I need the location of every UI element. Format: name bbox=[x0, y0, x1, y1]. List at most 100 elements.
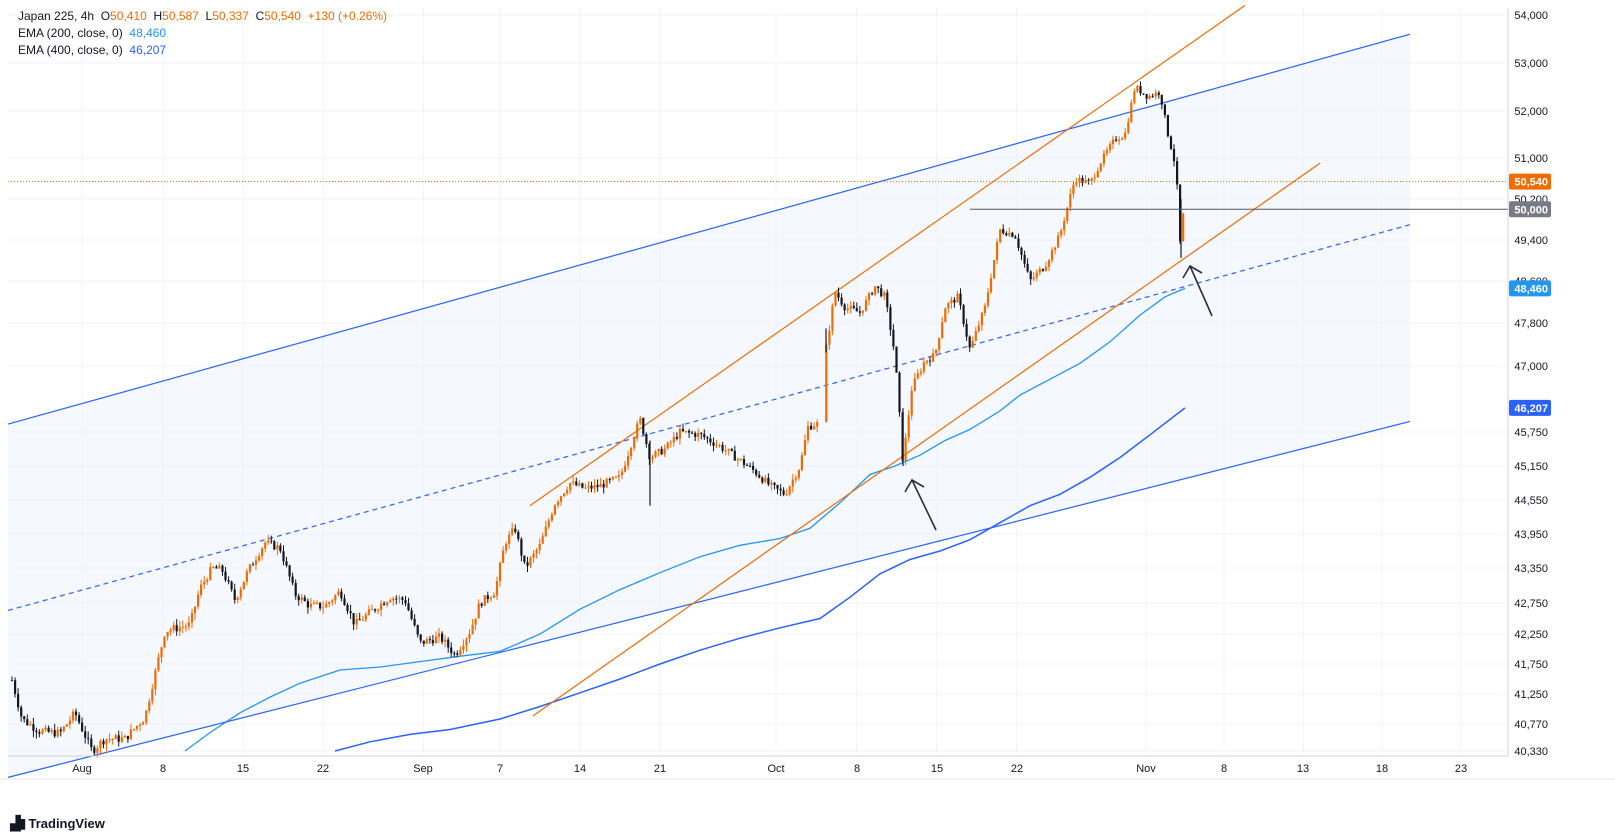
candle-body[interactable] bbox=[523, 555, 526, 563]
candle-body[interactable] bbox=[1069, 194, 1072, 208]
annotation-arrows[interactable] bbox=[904, 264, 1213, 531]
candle-body[interactable] bbox=[447, 639, 450, 648]
candle-body[interactable] bbox=[1166, 115, 1169, 137]
candle-body[interactable] bbox=[602, 483, 605, 488]
candle-body[interactable] bbox=[712, 442, 715, 446]
candle-body[interactable] bbox=[630, 448, 633, 457]
candle-body[interactable] bbox=[941, 322, 944, 338]
candle-body[interactable] bbox=[678, 428, 681, 439]
candle-body[interactable] bbox=[803, 440, 807, 456]
candle-body[interactable] bbox=[736, 459, 739, 461]
candle-body[interactable] bbox=[56, 729, 59, 737]
candle-body[interactable] bbox=[209, 567, 212, 580]
candle-body[interactable] bbox=[883, 292, 886, 297]
candle-body[interactable] bbox=[477, 603, 480, 619]
candle-body[interactable] bbox=[450, 647, 453, 654]
candle-body[interactable] bbox=[193, 606, 197, 614]
candle-body[interactable] bbox=[779, 488, 782, 491]
candle-body[interactable] bbox=[148, 701, 151, 711]
candle-body[interactable] bbox=[1038, 269, 1041, 273]
candle-body[interactable] bbox=[1182, 213, 1185, 242]
candle-body[interactable] bbox=[529, 557, 532, 566]
candle-body[interactable] bbox=[688, 430, 691, 433]
candle-body[interactable] bbox=[1078, 177, 1081, 183]
candle-body[interactable] bbox=[154, 670, 157, 690]
candle-body[interactable] bbox=[1108, 144, 1112, 151]
candle-body[interactable] bbox=[282, 551, 285, 562]
candle-body[interactable] bbox=[90, 738, 93, 748]
candle-body[interactable] bbox=[559, 496, 563, 502]
candle-body[interactable] bbox=[590, 485, 593, 489]
candle-body[interactable] bbox=[151, 689, 154, 702]
candle-body[interactable] bbox=[459, 649, 462, 655]
candle-body[interactable] bbox=[517, 531, 520, 540]
candle-body[interactable] bbox=[17, 693, 20, 708]
candle-body[interactable] bbox=[142, 722, 145, 725]
candle-body[interactable] bbox=[465, 638, 468, 646]
candle-body[interactable] bbox=[614, 476, 617, 478]
candle-body[interactable] bbox=[1172, 149, 1176, 162]
candles[interactable] bbox=[10, 81, 1185, 758]
candle-body[interactable] bbox=[858, 311, 861, 313]
candle-body[interactable] bbox=[935, 349, 938, 354]
candle-body[interactable] bbox=[279, 545, 282, 552]
candle-body[interactable] bbox=[532, 553, 535, 558]
candle-body[interactable] bbox=[538, 543, 541, 550]
candle-body[interactable] bbox=[971, 340, 974, 348]
candle-body[interactable] bbox=[102, 741, 105, 745]
candle-body[interactable] bbox=[880, 288, 883, 297]
candle-body[interactable] bbox=[175, 625, 178, 632]
candle-body[interactable] bbox=[977, 325, 980, 332]
ema400-row[interactable]: EMA (400, close, 0) 46,207 bbox=[18, 42, 387, 59]
candle-body[interactable] bbox=[29, 724, 32, 726]
candle-body[interactable] bbox=[831, 305, 834, 331]
candle-body[interactable] bbox=[361, 619, 364, 621]
candle-body[interactable] bbox=[1066, 207, 1069, 222]
candle-body[interactable] bbox=[563, 493, 566, 497]
candle-body[interactable] bbox=[245, 571, 248, 582]
candle-body[interactable] bbox=[306, 601, 309, 608]
candle-body[interactable] bbox=[895, 346, 898, 373]
candle-body[interactable] bbox=[608, 479, 611, 481]
candle-body[interactable] bbox=[184, 626, 187, 628]
candle-body[interactable] bbox=[428, 639, 431, 641]
candle-body[interactable] bbox=[264, 542, 267, 549]
candle-body[interactable] bbox=[1047, 260, 1051, 267]
candle-body[interactable] bbox=[1090, 178, 1093, 181]
candle-body[interactable] bbox=[1130, 102, 1133, 123]
candle-body[interactable] bbox=[675, 436, 678, 439]
candle-body[interactable] bbox=[797, 470, 800, 478]
candle-body[interactable] bbox=[355, 619, 358, 625]
candle-body[interactable] bbox=[492, 595, 495, 598]
candle-body[interactable] bbox=[813, 426, 816, 430]
candle-body[interactable] bbox=[877, 286, 880, 289]
candle-body[interactable] bbox=[745, 465, 749, 466]
candle-body[interactable] bbox=[288, 565, 291, 577]
candle-body[interactable] bbox=[349, 611, 352, 614]
candle-body[interactable] bbox=[1124, 132, 1127, 139]
candle-body[interactable] bbox=[651, 457, 654, 460]
candle-body[interactable] bbox=[947, 303, 950, 309]
candle-body[interactable] bbox=[87, 737, 90, 739]
candle-body[interactable] bbox=[1118, 139, 1121, 141]
candle-body[interactable] bbox=[764, 477, 767, 483]
candle-body[interactable] bbox=[364, 614, 367, 620]
candle-body[interactable] bbox=[794, 477, 797, 480]
candle-body[interactable] bbox=[218, 565, 221, 569]
candle-body[interactable] bbox=[444, 639, 447, 642]
candle-body[interactable] bbox=[1075, 182, 1078, 185]
candle-body[interactable] bbox=[514, 528, 517, 532]
candle-body[interactable] bbox=[117, 735, 120, 742]
candle-body[interactable] bbox=[871, 293, 874, 295]
candle-body[interactable] bbox=[105, 739, 108, 745]
candle-body[interactable] bbox=[483, 595, 486, 606]
candle-body[interactable] bbox=[916, 373, 919, 379]
candle-body[interactable] bbox=[285, 561, 288, 566]
candle-body[interactable] bbox=[617, 475, 620, 477]
candle-body[interactable] bbox=[373, 609, 377, 611]
candle-body[interactable] bbox=[553, 505, 556, 515]
candle-body[interactable] bbox=[520, 539, 523, 556]
candle-body[interactable] bbox=[334, 595, 337, 601]
candle-body[interactable] bbox=[59, 729, 62, 732]
candle-body[interactable] bbox=[959, 293, 962, 306]
